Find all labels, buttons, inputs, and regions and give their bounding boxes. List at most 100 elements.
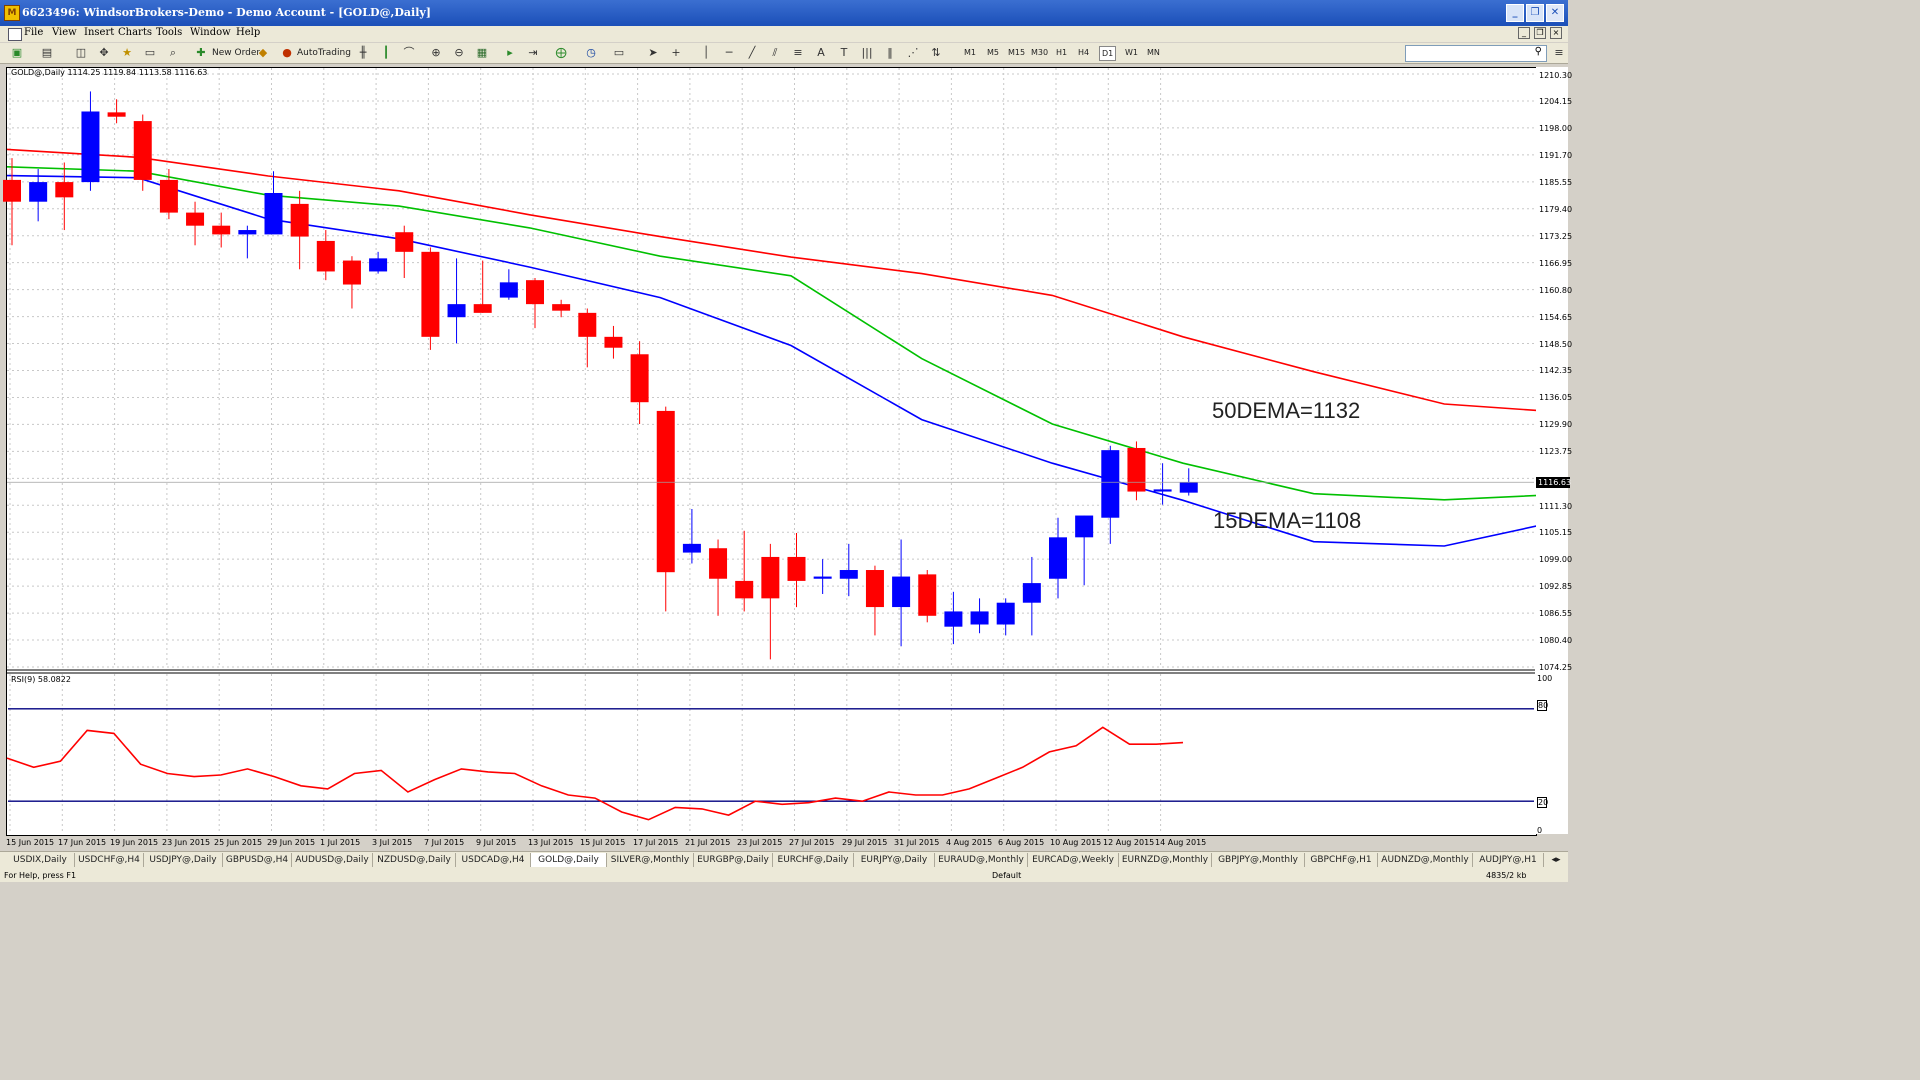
price-label: 1185.55 xyxy=(1539,178,1573,187)
fibonacci-fan-icon[interactable]: ⋰ xyxy=(907,46,919,59)
date-label: 27 Jul 2015 xyxy=(789,838,835,847)
tab-gbpchf-h1[interactable]: GBPCHF@,H1 xyxy=(1305,853,1378,867)
chart-window[interactable] xyxy=(6,67,1537,836)
tab-eurcad-weekly[interactable]: EURCAD@,Weekly xyxy=(1028,853,1119,867)
menu-insert[interactable]: Insert xyxy=(84,27,115,38)
tab-eurgbp-daily[interactable]: EURGBP@,Daily xyxy=(694,853,773,867)
candle-body xyxy=(473,304,492,313)
new-chart-icon[interactable]: ▣ xyxy=(11,46,23,59)
candle-body xyxy=(186,212,205,226)
line-chart-icon[interactable]: ⌒ xyxy=(403,46,415,59)
search-input[interactable]: ⚲ xyxy=(1405,45,1547,62)
chart-document-icon[interactable] xyxy=(8,28,22,41)
tab-scroll-icon[interactable]: ◂▸ xyxy=(1551,855,1561,865)
tab-nzdusd-daily[interactable]: NZDUSD@,Daily xyxy=(373,853,456,867)
text-icon[interactable]: A xyxy=(817,46,825,59)
indicators-icon[interactable]: ⨁ xyxy=(555,46,567,59)
fibonacci-retracement-icon[interactable]: ≡ xyxy=(793,46,803,59)
timeframe-mn[interactable]: MN xyxy=(1147,48,1160,57)
timeframe-w1[interactable]: W1 xyxy=(1125,48,1138,57)
tab-usdjpy-daily[interactable]: USDJPY@,Daily xyxy=(144,853,223,867)
periods-icon[interactable]: ◷ xyxy=(586,46,596,59)
restore-icon[interactable]: ❐ xyxy=(1526,4,1544,22)
tab-euraud-monthly[interactable]: EURAUD@,Monthly xyxy=(935,853,1028,867)
price-axis[interactable] xyxy=(1536,67,1568,834)
new-order-icon[interactable]: ✚ xyxy=(196,46,206,59)
zoom-in-icon[interactable]: ⊕ xyxy=(431,46,441,59)
rsi-tick-label: 0 xyxy=(1537,826,1543,835)
autotrading-icon[interactable]: ● xyxy=(282,46,292,59)
tab-silver-monthly[interactable]: SILVER@,Monthly xyxy=(607,853,694,867)
toolbar-menu-icon[interactable]: ≡ xyxy=(1554,46,1564,59)
trendline-icon[interactable]: ╱ xyxy=(748,46,756,59)
tab-eurjpy-daily[interactable]: EURJPY@,Daily xyxy=(854,853,935,867)
arrows-icon[interactable]: ⇅ xyxy=(931,46,941,59)
tab-gbpjpy-monthly[interactable]: GBPJPY@,Monthly xyxy=(1212,853,1305,867)
rsi-info: RSI(9) 58.0822 xyxy=(11,675,71,684)
metaeditor-icon[interactable]: ◆ xyxy=(258,46,268,59)
tab-audnzd-monthly[interactable]: AUDNZD@,Monthly xyxy=(1378,853,1473,867)
tab-usdcad-h4[interactable]: USDCAD@,H4 xyxy=(456,853,531,867)
candle-body xyxy=(1075,515,1094,538)
crosshair-icon[interactable]: + xyxy=(671,46,681,59)
tab-audjpy-h1[interactable]: AUDJPY@,H1 xyxy=(1473,853,1544,867)
cursor-icon[interactable]: ➤ xyxy=(648,46,658,59)
candle-body xyxy=(787,556,806,581)
autotrading-button[interactable]: AutoTrading xyxy=(297,48,351,58)
profiles-icon[interactable]: ▤ xyxy=(41,46,53,59)
timeframe-m1[interactable]: M1 xyxy=(964,48,976,57)
candle-body xyxy=(761,556,780,599)
new-order-button[interactable]: New Order xyxy=(212,48,261,58)
tab-eurchf-daily[interactable]: EURCHF@,Daily xyxy=(773,853,854,867)
text-label-icon[interactable]: T xyxy=(840,46,848,59)
rsi-tick-label: 20 xyxy=(1537,797,1549,808)
tab-eurnzd-monthly[interactable]: EURNZD@,Monthly xyxy=(1119,853,1212,867)
market-watch-icon[interactable]: ◫ xyxy=(75,46,87,59)
close-icon[interactable]: ✕ xyxy=(1546,4,1564,22)
bar-chart-icon[interactable]: ╫ xyxy=(359,46,367,59)
tile-windows-icon[interactable]: ▦ xyxy=(476,46,488,59)
fibonacci-time-icon[interactable]: ‖ xyxy=(887,46,893,59)
horizontal-line-icon[interactable]: ─ xyxy=(725,46,733,59)
menu-view[interactable]: View xyxy=(52,27,77,38)
templates-icon[interactable]: ▭ xyxy=(613,46,625,59)
minimize-icon[interactable]: _ xyxy=(1506,4,1524,22)
timeframe-h1[interactable]: H1 xyxy=(1056,48,1068,57)
candlestick-chart-icon[interactable]: ┃ xyxy=(382,46,390,59)
tab-audusd-daily[interactable]: AUDUSD@,Daily xyxy=(292,853,373,867)
mdi-restore-icon[interactable]: ❐ xyxy=(1534,27,1546,39)
timeframe-m5[interactable]: M5 xyxy=(987,48,999,57)
navigator-icon[interactable]: ★ xyxy=(122,46,132,59)
tab-gbpusd-h4[interactable]: GBPUSD@,H4 xyxy=(223,853,292,867)
timeframe-h4[interactable]: H4 xyxy=(1078,48,1090,57)
candle-body xyxy=(970,611,989,625)
candle-body xyxy=(656,410,675,573)
tab-usdchf-h4[interactable]: USDCHF@,H4 xyxy=(75,853,144,867)
chart-shift-icon[interactable]: ⇥ xyxy=(528,46,538,59)
data-window-icon[interactable]: ✥ xyxy=(99,46,109,59)
timeframe-m15[interactable]: M15 xyxy=(1008,48,1026,57)
candle-body xyxy=(682,543,701,553)
equidistant-channel-icon[interactable]: ⫽ xyxy=(772,46,778,59)
mdi-minimize-icon[interactable]: _ xyxy=(1518,27,1530,39)
date-label: 12 Aug 2015 xyxy=(1103,838,1155,847)
menu-tools[interactable]: Tools xyxy=(156,27,183,38)
menu-help[interactable]: Help xyxy=(236,27,261,38)
vertical-line-icon[interactable]: │ xyxy=(702,46,710,59)
search-icon[interactable]: ⚲ xyxy=(1534,46,1542,57)
tab-gold-daily[interactable]: GOLD@,Daily xyxy=(531,853,607,867)
strategy-tester-icon[interactable]: ⌕ xyxy=(169,46,177,59)
tab-usdix-daily[interactable]: USDIX,Daily xyxy=(6,853,75,867)
gann-grid-icon[interactable]: ||| xyxy=(861,46,873,59)
timeframe-m30[interactable]: M30 xyxy=(1031,48,1049,57)
menu-window[interactable]: Window xyxy=(190,27,231,38)
date-label: 29 Jul 2015 xyxy=(842,838,888,847)
menu-charts[interactable]: Charts xyxy=(118,27,152,38)
auto-scroll-icon[interactable]: ▸ xyxy=(507,46,513,59)
date-label: 3 Jul 2015 xyxy=(372,838,413,847)
terminal-icon[interactable]: ▭ xyxy=(144,46,156,59)
zoom-out-icon[interactable]: ⊖ xyxy=(454,46,464,59)
menu-file[interactable]: File xyxy=(24,27,44,38)
timeframe-d1[interactable]: D1 xyxy=(1099,46,1117,61)
mdi-close-icon[interactable]: × xyxy=(1550,27,1562,39)
